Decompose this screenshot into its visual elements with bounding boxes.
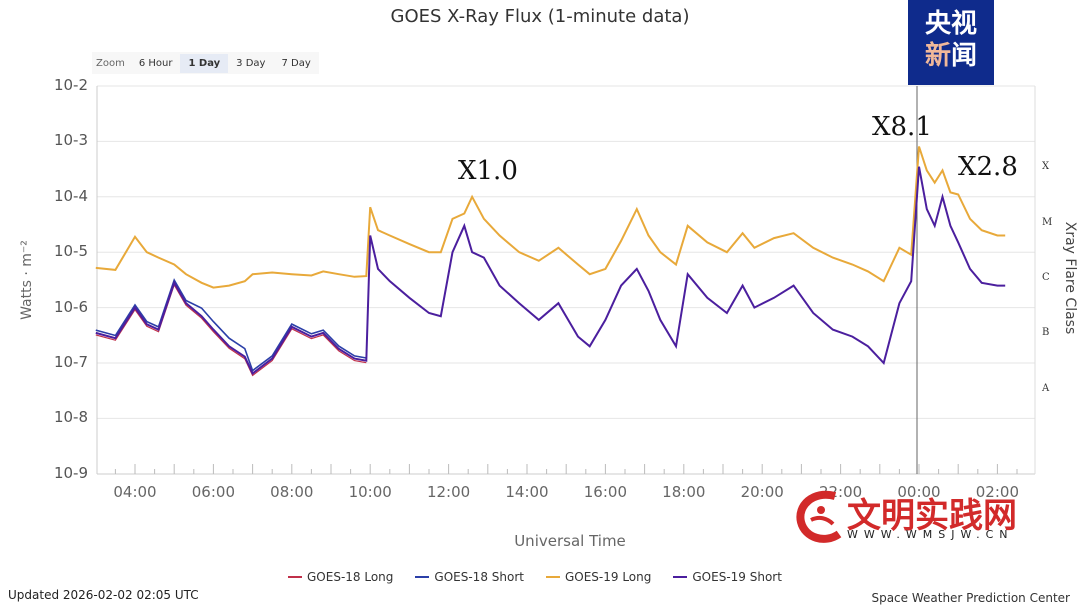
flare-class-label: X xyxy=(1042,161,1050,173)
zoom-selector: Zoom 6 Hour 1 Day 3 Day 7 Day xyxy=(92,52,319,74)
flare-class-axis-label: Xray Flare Class xyxy=(1062,221,1078,335)
legend-label: GOES-18 Long xyxy=(307,570,394,584)
credit-text: Space Weather Prediction Center xyxy=(871,591,1070,605)
x-tick-label: 14:00 xyxy=(505,483,549,501)
zoom-7-day-button[interactable]: 7 Day xyxy=(281,57,311,69)
legend-swatch xyxy=(415,576,430,578)
legend-swatch xyxy=(673,576,688,578)
x-axis-label: Universal Time xyxy=(514,532,626,550)
legend-goes18-short[interactable]: GOES-18 Short xyxy=(415,570,524,584)
flare-class-label: B xyxy=(1042,327,1050,339)
zoom-1-day-button[interactable]: 1 Day xyxy=(180,53,229,73)
x-tick-label: 16:00 xyxy=(583,483,627,501)
logo-line-2b: 闻 xyxy=(951,41,978,71)
chart-title: GOES X-Ray Flux (1-minute data) xyxy=(390,6,690,27)
legend-goes19-long[interactable]: GOES-19 Long xyxy=(545,570,652,584)
zoom-3-day-button[interactable]: 3 Day xyxy=(236,57,266,69)
zoom-label: Zoom xyxy=(96,57,125,69)
goes18-short-line[interactable] xyxy=(95,278,367,372)
y-tick-label: 10-9 xyxy=(53,463,88,482)
chart-legend: GOES-18 Long GOES-18 Short GOES-19 Long … xyxy=(288,570,782,584)
legend-label: GOES-18 Short xyxy=(434,570,524,584)
flare-class-label: A xyxy=(1042,382,1050,394)
y-axis-label: Watts · m⁻² xyxy=(19,240,35,320)
legend-label: GOES-19 Long xyxy=(564,570,652,584)
annotation-x2-8: X2.8 xyxy=(958,152,1018,182)
logo-line-1: 央视 xyxy=(924,9,977,39)
y-tick-label: 10-8 xyxy=(53,408,88,427)
x-tick-label: 12:00 xyxy=(426,483,471,501)
flare-class-label: C xyxy=(1042,271,1050,283)
wmsjw-watermark: 文明实践网 WWW.WMSJW.CN xyxy=(795,488,1035,548)
annotation-x8-1: X8.1 xyxy=(872,112,932,142)
wmsjw-logo-icon xyxy=(796,490,842,543)
gridlines xyxy=(97,85,1035,419)
y-tick-label: 10-5 xyxy=(53,242,88,261)
watermark-text: 文明实践网 xyxy=(847,496,1017,536)
x-tick-marks xyxy=(114,464,1018,474)
y-tick-label: 10-6 xyxy=(53,297,88,316)
annotation-x1-0: X1.0 xyxy=(458,156,518,186)
goes19-long-line[interactable] xyxy=(95,146,1006,289)
x-tick-label: 10:00 xyxy=(348,483,392,501)
goes19-short-line[interactable] xyxy=(95,166,1006,375)
legend-swatch xyxy=(288,576,302,578)
y-tick-label: 10-3 xyxy=(53,131,88,150)
legend-label: GOES-19 Short xyxy=(692,570,782,584)
y-tick-label: 10-4 xyxy=(53,186,88,205)
x-tick-label: 06:00 xyxy=(191,483,235,501)
x-tick-label: 02:00 xyxy=(975,483,1019,501)
cctv-news-logo: 央视 新闻 xyxy=(908,0,994,85)
legend-swatch xyxy=(545,576,560,578)
y-tick-label: 10-7 xyxy=(53,353,88,371)
x-tick-label: 18:00 xyxy=(662,483,706,501)
flare-class-label: M xyxy=(1042,216,1053,228)
y-tick-label: 10-2 xyxy=(53,76,88,94)
watermark-url: WWW.WMSJW.CN xyxy=(847,528,1014,541)
legend-goes18-long[interactable]: GOES-18 Long xyxy=(288,570,393,584)
goes18-long-line[interactable] xyxy=(95,283,367,377)
zoom-6-hour-button[interactable]: 6 Hour xyxy=(138,57,173,69)
logo-line-2a: 新 xyxy=(924,41,951,71)
x-tick-label: 04:00 xyxy=(113,483,157,501)
x-tick-label: 20:00 xyxy=(740,483,784,501)
x-tick-label: 00:00 xyxy=(897,483,941,501)
updated-timestamp: Updated 2026-02-02 02:05 UTC xyxy=(8,588,199,602)
x-tick-label: 08:00 xyxy=(270,483,314,501)
legend-goes19-short[interactable]: GOES-19 Short xyxy=(673,570,782,584)
